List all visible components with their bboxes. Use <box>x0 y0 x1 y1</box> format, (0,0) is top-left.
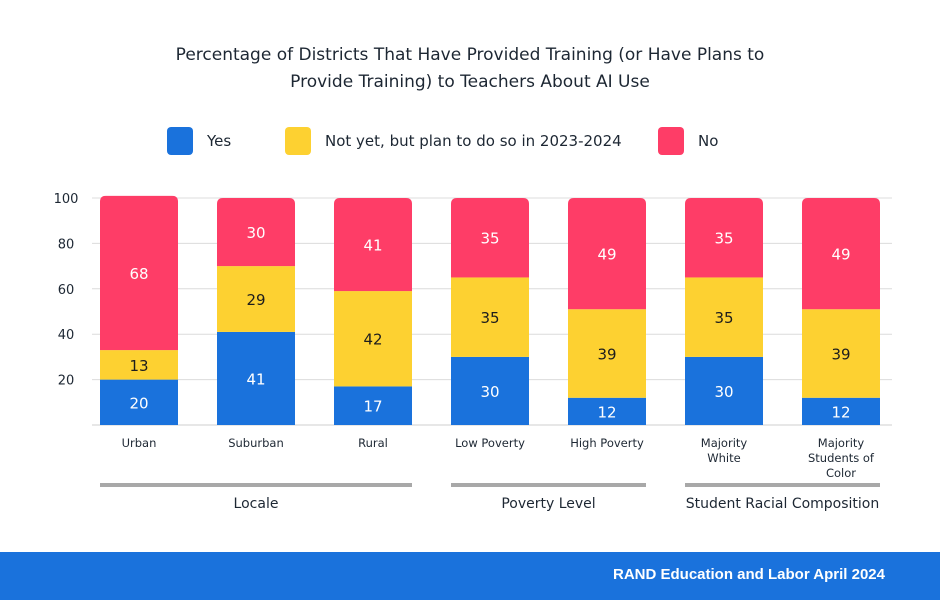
group-label-student-racial-composition: Student Racial Composition <box>686 496 880 512</box>
chart-title-line-2: Provide Training) to Teachers About AI U… <box>290 72 650 92</box>
chart-title-line-1: Percentage of Districts That Have Provid… <box>175 45 765 65</box>
bar-segment-majority-students-of-color-no <box>802 198 880 310</box>
bar-segment-urban-no <box>100 195 178 351</box>
x-tick-label-low-poverty: Low Poverty <box>455 436 525 450</box>
data-label-majority-students-of-color-not: 39 <box>831 345 850 363</box>
bar-segment-urban-not <box>100 350 178 380</box>
legend-label-yes: Yes <box>207 132 232 150</box>
bar-segment-suburban-not <box>217 266 295 332</box>
bar-segment-low-poverty-not <box>451 277 529 357</box>
x-tick-label-rural: Rural <box>358 436 388 450</box>
bar-segment-majority-white-yes <box>685 356 763 425</box>
x-tick-label-majority-students-of-color: Majority <box>818 436 865 450</box>
data-label-rural-yes: 17 <box>363 398 382 416</box>
data-label-suburban-yes: 41 <box>246 370 265 388</box>
legend-item-no: No <box>658 127 718 155</box>
data-label-majority-white-yes: 30 <box>714 383 733 401</box>
x-tick-label-majority-white: Majority <box>701 436 748 450</box>
data-label-majority-white-no: 35 <box>714 230 733 248</box>
group-label-locale: Locale <box>234 496 279 512</box>
bar-segment-majority-white-no <box>685 198 763 278</box>
legend: Yes Not yet, but plan to do so in 2023-2… <box>0 127 940 157</box>
bar-segment-urban-yes <box>100 379 178 425</box>
footer-credit: RAND Education and Labor April 2024 <box>613 566 885 583</box>
data-label-urban-yes: 20 <box>129 394 148 412</box>
data-label-majority-white-not: 35 <box>714 309 733 327</box>
group-bracket-locale <box>100 483 412 487</box>
bar-segment-low-poverty-no <box>451 198 529 278</box>
data-label-suburban-not: 29 <box>246 291 265 309</box>
x-tick-label-majority-white: White <box>707 451 740 465</box>
bar-segment-high-poverty-not <box>568 309 646 398</box>
legend-label-not-yet: Not yet, but plan to do so in 2023-2024 <box>325 132 622 150</box>
data-label-rural-not: 42 <box>363 331 382 349</box>
y-tick-label-40: 40 <box>58 328 75 343</box>
group-bracket-student-racial-composition <box>685 483 880 487</box>
chart-title: Percentage of Districts That Have Provid… <box>0 42 940 96</box>
y-tick-label-20: 20 <box>58 374 75 389</box>
data-label-majority-students-of-color-yes: 12 <box>831 403 850 421</box>
bar-segment-suburban-yes <box>217 331 295 425</box>
x-tick-label-suburban: Suburban <box>228 436 284 450</box>
bar-segment-suburban-no <box>217 198 295 267</box>
y-tick-label-80: 80 <box>58 237 75 252</box>
bar-segment-low-poverty-yes <box>451 356 529 425</box>
data-label-high-poverty-no: 49 <box>597 246 616 264</box>
legend-swatch-not-yet <box>285 127 311 155</box>
legend-swatch-no <box>658 127 684 155</box>
x-tick-label-majority-students-of-color: Students of <box>808 451 875 465</box>
group-label-poverty-level: Poverty Level <box>501 496 595 512</box>
data-label-majority-students-of-color-no: 49 <box>831 246 850 264</box>
legend-item-yes: Yes <box>167 127 231 155</box>
data-label-low-poverty-not: 35 <box>480 309 499 327</box>
stacked-bar-chart: 20 40 60 80 100 20 13 68 Urban 41 29 30 Suburban 17 42… <box>54 192 892 512</box>
data-label-rural-no: 41 <box>363 237 382 255</box>
bar-segment-majority-white-not <box>685 277 763 357</box>
x-tick-label-high-poverty: High Poverty <box>570 436 644 450</box>
group-bracket-poverty-level <box>451 483 646 487</box>
data-label-urban-no: 68 <box>129 265 148 283</box>
x-tick-label-urban: Urban <box>122 436 157 450</box>
bar-segment-high-poverty-yes <box>568 397 646 425</box>
data-label-low-poverty-yes: 30 <box>480 383 499 401</box>
data-label-suburban-no: 30 <box>246 224 265 242</box>
data-label-low-poverty-no: 35 <box>480 230 499 248</box>
bar-segment-rural-no <box>334 198 412 292</box>
bar-segment-rural-not <box>334 291 412 387</box>
legend-swatch-yes <box>167 127 193 155</box>
x-tick-label-majority-students-of-color: Color <box>826 466 856 480</box>
footer-bar: RAND Education and Labor April 2024 <box>0 552 940 600</box>
bar-segment-high-poverty-no <box>568 198 646 310</box>
bar-segment-rural-yes <box>334 386 412 425</box>
y-tick-label-100: 100 <box>54 192 79 207</box>
data-label-high-poverty-yes: 12 <box>597 403 616 421</box>
data-label-high-poverty-not: 39 <box>597 345 616 363</box>
bar-segment-majority-students-of-color-yes <box>802 397 880 425</box>
y-tick-label-60: 60 <box>58 283 75 298</box>
data-label-urban-not: 13 <box>129 357 148 375</box>
legend-label-no: No <box>698 132 719 150</box>
legend-item-not-yet: Not yet, but plan to do so in 2023-2024 <box>285 127 622 155</box>
bar-segment-majority-students-of-color-not <box>802 309 880 398</box>
